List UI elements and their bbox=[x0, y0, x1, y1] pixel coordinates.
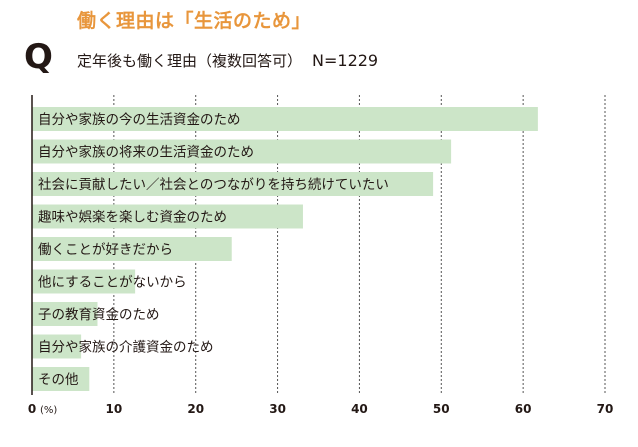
bar-label: 社会に貢献したい／社会とのつながりを持ち続けていたい bbox=[38, 177, 389, 193]
x-tick-label: 70 bbox=[597, 402, 614, 416]
x-unit-label: (%) bbox=[40, 405, 57, 416]
x-tick-label: 10 bbox=[106, 402, 123, 416]
x-tick-label: 0 bbox=[28, 402, 36, 416]
x-tick-label: 60 bbox=[515, 402, 532, 416]
bar bbox=[32, 334, 82, 359]
bar bbox=[32, 237, 232, 261]
sample-size: N=1229 bbox=[312, 51, 379, 70]
bar-label: 自分や家族の今の生活資金のため bbox=[38, 111, 241, 128]
chart-title: 働く理由は「生活のため」 bbox=[77, 10, 312, 32]
bar bbox=[32, 302, 98, 326]
bar bbox=[32, 269, 136, 294]
bar bbox=[32, 367, 90, 391]
subtitle-text: 定年後も働く理由（複数回答可） bbox=[77, 52, 303, 70]
bar-label: 働くことが好きだから bbox=[38, 242, 173, 258]
x-tick-label: 50 bbox=[433, 402, 450, 416]
bar-label: 子の教育資金のため bbox=[38, 307, 160, 323]
x-tick-label: 20 bbox=[187, 402, 204, 416]
x-tick-label: 40 bbox=[351, 402, 368, 416]
bar-label: 趣味や娯楽を楽しむ資金のため bbox=[38, 210, 227, 226]
bar bbox=[32, 172, 434, 196]
bar-label: 自分や家族の将来の生活資金のため bbox=[38, 144, 254, 161]
question-mark-icon: Q bbox=[24, 37, 53, 77]
bar-label: 他にすることがないから bbox=[38, 275, 187, 291]
chart-subtitle: 定年後も働く理由（複数回答可） N=1229 bbox=[77, 50, 378, 71]
bar bbox=[32, 107, 538, 131]
bar-label: その他 bbox=[38, 372, 79, 388]
bar bbox=[32, 204, 303, 229]
x-tick-label: 30 bbox=[269, 402, 286, 416]
bar-label: 自分や家族の介護資金のため bbox=[38, 339, 214, 356]
bar bbox=[32, 139, 452, 164]
